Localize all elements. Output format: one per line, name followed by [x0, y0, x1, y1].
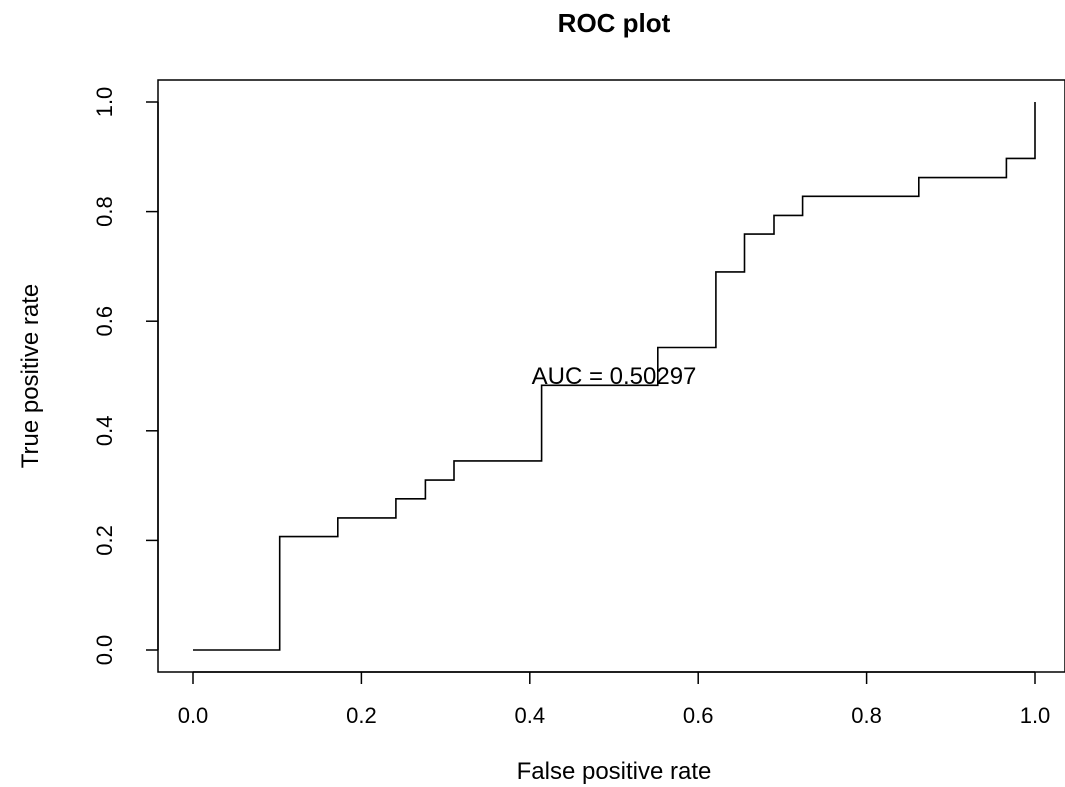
x-axis-label: False positive rate	[517, 758, 712, 785]
x-tick-label: 0.2	[346, 703, 377, 728]
x-tick-label: 0.8	[851, 703, 882, 728]
auc-annotation: AUC = 0.50297	[532, 363, 697, 390]
y-tick-label: 0.6	[92, 306, 117, 337]
y-tick-label: 1.0	[92, 87, 117, 118]
y-tick-label: 0.0	[92, 635, 117, 666]
x-tick-label: 0.4	[515, 703, 546, 728]
y-tick-label: 0.4	[92, 416, 117, 447]
y-tick-label: 0.8	[92, 196, 117, 227]
x-axis: 0.0 0.2 0.4 0.6 0.8 1.0	[178, 671, 1051, 728]
chart-title: ROC plot	[558, 8, 671, 38]
x-tick-label: 1.0	[1020, 703, 1051, 728]
x-tick-label: 0.0	[178, 703, 209, 728]
y-axis: 0.0 0.2 0.4 0.6 0.8 1.0	[92, 87, 159, 666]
y-axis-label: True positive rate	[17, 284, 44, 469]
y-tick-label: 0.2	[92, 525, 117, 556]
x-tick-label: 0.6	[683, 703, 714, 728]
roc-curve-line	[193, 102, 1036, 651]
